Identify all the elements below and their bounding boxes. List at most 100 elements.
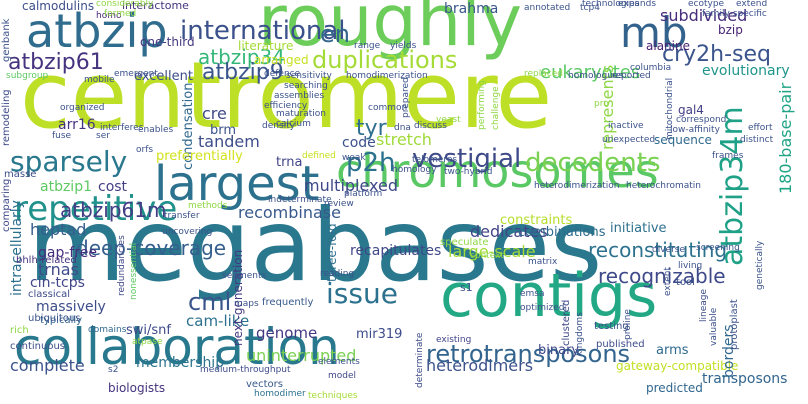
cloud-word: cam-like (186, 312, 250, 330)
cloud-word: subgroup (6, 71, 49, 81)
cloud-word: context (470, 251, 504, 261)
cloud-word: frequently (262, 297, 314, 308)
cloud-word: genome (256, 324, 318, 342)
cloud-word: atbzip61m (60, 198, 167, 222)
cloud-word: emsa (520, 289, 545, 299)
cloud-word: trna (276, 155, 303, 170)
cloud-word: excellent (134, 69, 193, 84)
cloud-word: yeast (436, 115, 461, 125)
cloud-word: density (262, 121, 295, 131)
cloud-word: ecotype (688, 0, 725, 9)
cloud-word: remodeling (1, 89, 12, 146)
cloud-word: multiplexed (304, 176, 399, 195)
cloud-word: replaced (524, 69, 563, 79)
cloud-word: retrotransposons (426, 340, 631, 368)
cloud-word: range (354, 41, 381, 51)
cloud-word: existing (436, 335, 472, 345)
cloud-word: continuous (10, 341, 65, 352)
cloud-word: kingdoms (575, 312, 585, 356)
cloud-word: membership (136, 355, 225, 371)
cloud-word: valuable (709, 307, 719, 346)
cloud-word: 180-base-pair (776, 82, 795, 194)
cloud-word: biologists (108, 381, 166, 395)
cloud-word: alanine (646, 39, 690, 53)
cloud-word: tandem (198, 132, 260, 151)
cloud-word: combinations (518, 225, 606, 240)
cloud-word: literature (238, 39, 294, 53)
cloud-word: calmodulins (22, 0, 95, 13)
cloud-word: homologues (568, 71, 624, 81)
cloud-word: trnas (38, 260, 79, 279)
cloud-word: enables (138, 125, 174, 135)
cloud-word: homodimerization (346, 71, 428, 81)
cloud-word: telomeres (412, 155, 458, 165)
cloud-word: uninterrupted (246, 346, 357, 365)
cloud-word: frames (712, 151, 744, 161)
cloud-word: redundancies (117, 235, 127, 296)
cloud-word: centromere (20, 42, 553, 149)
cloud-word: eukaryotes (540, 62, 641, 83)
cloud-word: medium-throughput (200, 365, 291, 375)
cloud-word: sequence (654, 133, 712, 147)
cloud-word: homodimer (254, 389, 306, 399)
cloud-word: inactive (608, 121, 644, 131)
cloud-word: calcium (276, 119, 311, 129)
cloud-word: fuse (52, 131, 72, 141)
cloud-word: diverse (652, 245, 686, 255)
cloud-word: complete (10, 356, 85, 375)
cloud-word: organized (60, 103, 105, 113)
cloud-word: homology (392, 165, 437, 175)
cloud-word: cin-tcps (30, 275, 85, 291)
cloud-word: genetically (755, 240, 765, 290)
cloud-word: annotated (524, 3, 571, 13)
cloud-word: heterodimerization (534, 181, 620, 191)
cloud-word: contigs (440, 261, 658, 331)
cloud-word: predicted (646, 381, 703, 395)
cloud-word: heterodimers (426, 356, 534, 375)
cloud-word: swi/snf (126, 323, 171, 338)
cloud-word: challenge (491, 86, 501, 130)
cloud-word: cost (98, 179, 128, 195)
cloud-word: large-scale (448, 242, 536, 261)
cloud-word: maturation (276, 109, 326, 119)
cloud-word: weak (342, 153, 366, 163)
cloud-word: expands (618, 0, 657, 9)
cloud-word: dna (394, 123, 411, 133)
cloud-word: binary (538, 343, 580, 358)
cloud-word: cry2h-seq (662, 42, 772, 67)
cloud-word: recapitulates (350, 243, 442, 259)
cloud-word: matrix (528, 257, 558, 267)
cloud-word: review (324, 199, 354, 209)
cloud-word: mir319 (356, 327, 403, 342)
cloud-word: unexpected (602, 135, 656, 145)
cloud-word: repetitive (14, 189, 178, 229)
cloud-word: gateway-compatible (616, 359, 739, 373)
cloud-word: subdivided (660, 6, 748, 25)
cloud-word: megabases (28, 187, 603, 304)
cloud-word: rich (10, 325, 29, 336)
cloud-word: correspond (676, 115, 727, 125)
cloud-word: comparing (1, 178, 12, 232)
cloud-word: segments (222, 271, 267, 281)
cloud-word: protoplast (729, 299, 740, 350)
cloud-word: masse (4, 169, 37, 180)
cloud-word: recognizable (598, 264, 726, 288)
cloud-word: family-specific (702, 9, 767, 19)
cloud-word: determinate (415, 332, 425, 388)
cloud-word: bzip (718, 23, 743, 37)
cloud-word: genbank (1, 18, 12, 62)
cloud-word: uncovering (162, 227, 213, 237)
cloud-word: arms (656, 343, 689, 358)
cloud-word: bhlh-related (16, 255, 77, 266)
cloud-word: optimized (520, 303, 565, 313)
cloud-word: typically (40, 315, 83, 326)
cloud-word: massively (36, 299, 106, 315)
cloud-word: international (180, 16, 346, 46)
cloud-word: discuss (414, 121, 447, 131)
cloud-word: heptad (30, 220, 87, 239)
cloud-word: intracellularly (9, 200, 25, 296)
cloud-word: largest (154, 156, 320, 212)
cloud-word: reading (320, 269, 355, 279)
cloud-word: speculate (440, 237, 489, 248)
cloud-word: interferes (100, 123, 144, 133)
